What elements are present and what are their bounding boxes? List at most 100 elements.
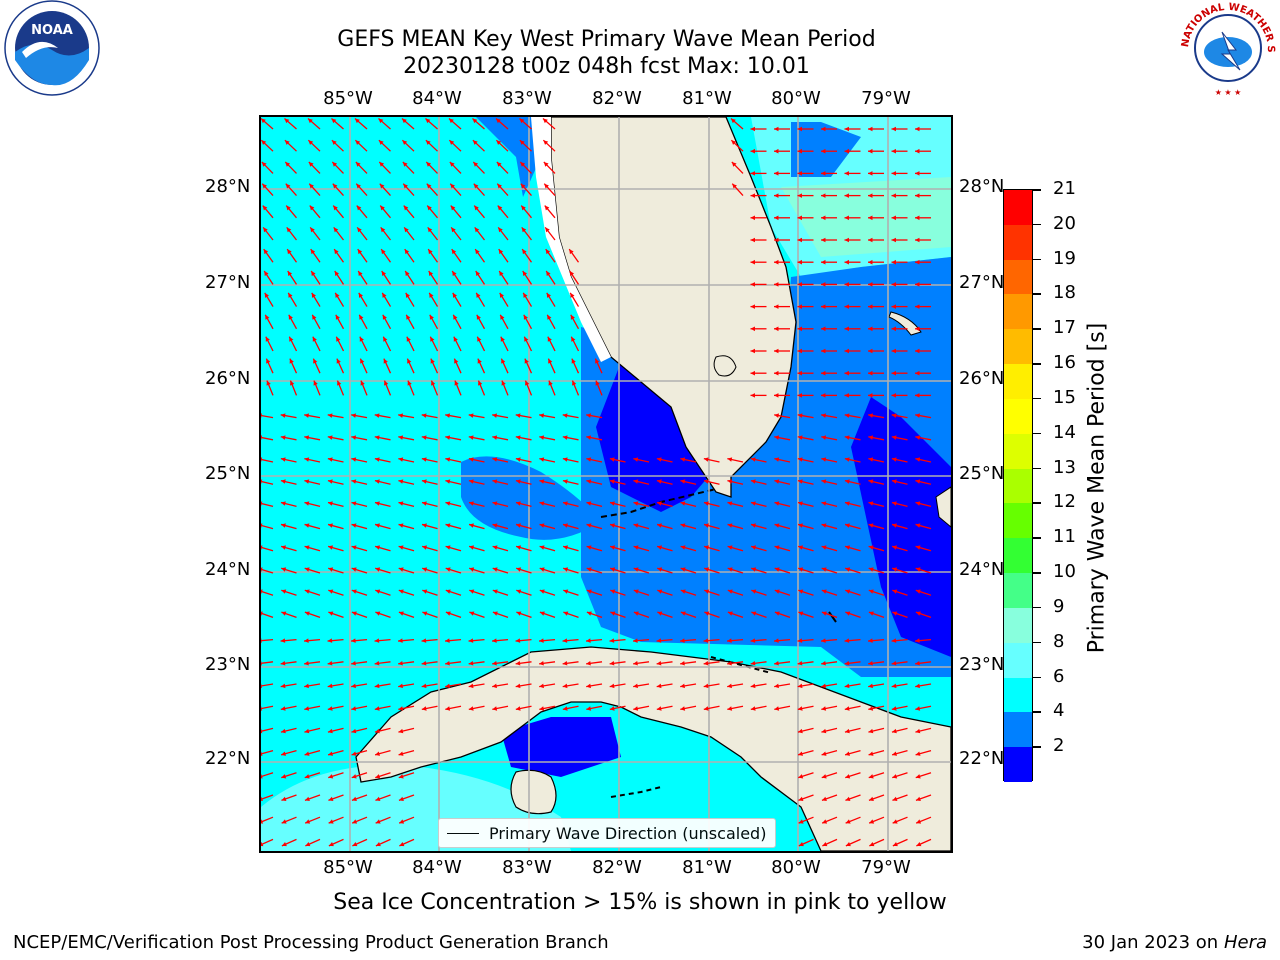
wave-arrow-head — [261, 638, 262, 643]
wave-arrow-head — [523, 292, 528, 298]
wave-arrow-head — [445, 479, 451, 484]
wave-arrow-head — [402, 140, 408, 145]
wave-arrow-head — [421, 683, 427, 689]
wave-arrow-head — [422, 545, 428, 550]
bahamas-island-east — [935, 486, 951, 528]
wave-arrow-head — [704, 589, 710, 594]
wave-arrow-head — [727, 589, 733, 594]
wave-arrow-head — [891, 171, 896, 176]
wave-arrow-head — [452, 292, 457, 298]
wave-arrow-head — [399, 819, 405, 824]
wave-arrow-head — [445, 638, 450, 643]
wave-arrow-head — [656, 706, 662, 711]
wave-arrow-head — [844, 661, 850, 666]
wave-arrow-head — [774, 237, 779, 243]
wave-arrow-head — [868, 589, 874, 594]
sea-ice-note: Sea Ice Concentration > 15% is shown in … — [333, 890, 947, 915]
colorbar-tick-mark — [1033, 189, 1041, 191]
wave-arrow — [261, 705, 274, 710]
wave-arrow-head — [633, 611, 639, 616]
wave-arrow-head — [680, 683, 685, 689]
wave-arrow-head — [609, 661, 615, 666]
wave-arrow-head — [406, 336, 411, 342]
lon-tick-bottom: 83°W — [502, 857, 552, 878]
wave-arrow-head — [750, 304, 755, 309]
wave-arrow-head — [539, 683, 544, 689]
wave-arrow — [261, 458, 274, 463]
wave-arrow-head — [727, 545, 733, 550]
wave-arrow-head — [868, 751, 874, 756]
wave-arrow-head — [304, 523, 310, 528]
wave-arrow-head — [358, 271, 363, 276]
wave-arrow-head — [351, 661, 356, 666]
colorbar-tick-label: 12 — [1053, 491, 1076, 513]
wave-arrow-head — [358, 292, 363, 298]
ocean-2-4-band-bay — [596, 362, 721, 512]
wave-arrow-head — [451, 249, 457, 255]
wave-arrow-head — [656, 638, 662, 643]
wave-arrow-head — [375, 842, 381, 847]
wave-arrow-head — [430, 336, 435, 342]
wave-arrow-head — [798, 842, 804, 847]
colorbar-segment — [1004, 503, 1032, 539]
wave-arrow-head — [265, 336, 270, 342]
wave-arrow-head — [468, 638, 474, 643]
wave-arrow-head — [261, 842, 264, 847]
wave-arrow-head — [515, 435, 521, 440]
wave-arrow-head — [703, 706, 709, 711]
wave-arrow-head — [821, 567, 827, 572]
wave-arrow-head — [727, 638, 732, 643]
wave-arrow-head — [750, 282, 755, 287]
colorbar-tick-label: 11 — [1053, 526, 1076, 548]
wave-arrow-head — [774, 661, 779, 666]
map-legend: Primary Wave Direction (unscaled) — [438, 818, 776, 848]
wave-arrow-head — [868, 413, 874, 418]
wave-arrow-head — [731, 140, 737, 145]
wave-arrow-head — [844, 348, 849, 354]
wave-arrow-head — [328, 611, 334, 616]
wave-arrow-head — [657, 523, 662, 528]
wave-arrow-head — [539, 413, 545, 418]
wave-arrow-head — [290, 380, 295, 386]
wave-arrow-head — [500, 314, 505, 320]
wave-arrow-head — [261, 589, 263, 594]
wave-arrow-head — [403, 205, 409, 211]
wave-arrow-head — [586, 683, 591, 689]
wave-arrow-head — [312, 314, 317, 320]
wave-arrow-head — [845, 796, 851, 802]
wave-arrow-head — [915, 193, 920, 198]
wave-arrow-head — [281, 545, 287, 550]
wave-arrow-head — [869, 819, 875, 824]
colorbar-tick-label: 14 — [1053, 421, 1076, 443]
wave-arrow-head — [445, 706, 451, 711]
colorbar-tick-label: 10 — [1053, 561, 1076, 583]
wave-arrow-head — [586, 545, 592, 550]
wave-arrow-head — [572, 380, 577, 386]
wave-arrow-head — [374, 638, 380, 643]
wave-arrow-head — [476, 292, 481, 298]
lon-tick-top: 80°W — [771, 88, 821, 109]
wave-arrow-head — [304, 589, 310, 594]
wave-arrow-head — [360, 358, 365, 364]
wave-arrow-head — [359, 336, 364, 342]
wave-arrow-head — [868, 126, 873, 132]
wave-arrow-head — [328, 589, 334, 594]
wave-arrow-head — [328, 819, 334, 824]
wave-arrow-head — [310, 249, 316, 255]
wave-arrow-head — [844, 706, 850, 711]
wave-arrow-head — [398, 501, 404, 506]
wave-arrow-head — [750, 501, 756, 506]
wave-arrow-head — [398, 457, 404, 462]
wave-arrow-head — [375, 589, 381, 594]
wave-arrow-head — [750, 393, 755, 398]
wave-arrow-head — [261, 118, 266, 124]
wave-arrow-head — [844, 282, 849, 287]
chart-subtitle: 20230128 t00z 048h fcst Max: 10.01 — [403, 54, 810, 79]
wave-arrow-head — [422, 589, 428, 594]
wave-arrow-head — [915, 393, 920, 398]
wave-arrow-head — [704, 567, 710, 572]
wave-arrow-head — [398, 435, 404, 440]
wave-arrow-head — [492, 545, 498, 550]
wave-arrow-head — [892, 589, 898, 594]
wave-arrow-head — [610, 567, 616, 572]
